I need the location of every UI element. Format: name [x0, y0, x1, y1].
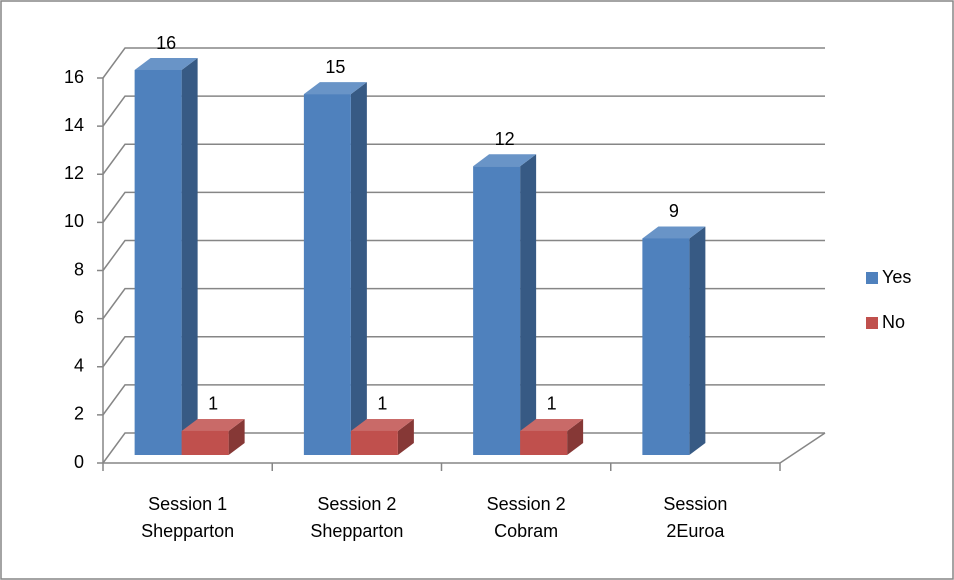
legend-swatch [866, 317, 878, 329]
y-tick-label: 2 [74, 404, 84, 424]
bar-top [642, 226, 706, 239]
bar-top [181, 418, 245, 431]
data-label: 1 [547, 394, 557, 414]
bar [181, 430, 229, 455]
y-tick-label: 6 [74, 307, 84, 327]
bar [134, 70, 182, 455]
y-tick-label: 4 [74, 356, 84, 376]
bar-top [303, 82, 367, 95]
grid-line [102, 384, 825, 416]
x-tick-label: Session 2 [487, 494, 566, 514]
bar [303, 94, 351, 455]
x-tick-label: 2Euroa [666, 521, 725, 541]
bar-side [567, 418, 584, 455]
grid-line [102, 239, 825, 271]
x-tick-label: Session 1 [148, 494, 227, 514]
y-tick-label: 0 [74, 452, 84, 472]
grid-line [102, 432, 825, 464]
x-tick-label: Shepparton [310, 521, 403, 541]
grid-line [102, 287, 825, 320]
bar-top [473, 154, 537, 167]
bar-side [228, 418, 245, 455]
bar-top [134, 58, 198, 70]
grid-line [102, 191, 825, 223]
x-tick-label: Session 2 [317, 494, 396, 514]
x-tick-label: Cobram [494, 521, 558, 541]
bar [642, 238, 690, 455]
y-tick-label: 10 [64, 211, 84, 231]
bar-side [689, 226, 706, 455]
bar-side [350, 82, 367, 455]
grid-line [102, 95, 825, 127]
bar-side [181, 58, 198, 455]
data-label: 9 [669, 201, 679, 221]
x-tick-label: Shepparton [141, 521, 234, 541]
bar-top [520, 418, 584, 431]
bar-side [520, 154, 537, 455]
data-label: 12 [495, 129, 515, 149]
legend-swatch [866, 272, 878, 284]
bar [350, 430, 398, 455]
grid-line [102, 47, 825, 79]
y-tick-label: 8 [74, 259, 84, 279]
y-tick-label: 12 [64, 163, 84, 183]
legend-label: Yes [882, 267, 911, 287]
legend-label: No [882, 312, 905, 332]
y-tick-label: 14 [64, 115, 84, 135]
bar-side [397, 418, 414, 455]
data-label: 1 [377, 394, 387, 414]
data-label: 16 [156, 33, 176, 53]
grid-line [102, 143, 825, 175]
y-tick-label: 16 [64, 67, 84, 87]
bar [473, 166, 521, 455]
bar [520, 430, 568, 455]
grid-line [102, 336, 825, 368]
bar-top [350, 418, 414, 431]
x-tick-label: Session [663, 494, 727, 514]
data-label: 1 [208, 394, 218, 414]
data-label: 15 [325, 57, 345, 77]
